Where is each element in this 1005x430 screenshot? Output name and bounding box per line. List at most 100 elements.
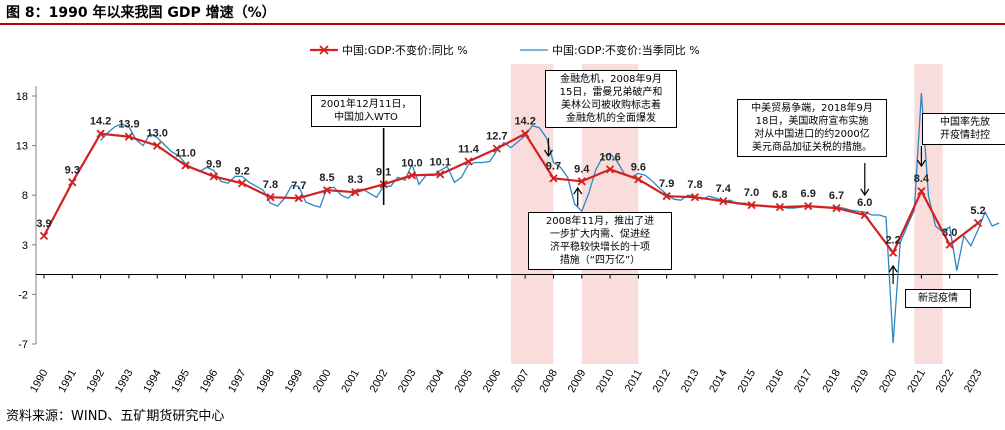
legend: 中国:GDP:不变价:同比 % 中国:GDP:不变价:当季同比 % xyxy=(310,43,700,57)
legend-annual-label: 中国:GDP:不变价:同比 % xyxy=(342,43,468,57)
data-label: 12.7 xyxy=(486,131,507,143)
marker-stroke xyxy=(719,197,728,206)
x-tick-label: 1994 xyxy=(141,368,164,395)
annotation-arrows xyxy=(382,128,926,284)
data-label: 7.8 xyxy=(687,179,702,191)
data-label: 7.4 xyxy=(716,183,732,195)
data-label: 7.9 xyxy=(659,178,674,190)
x-tick-label: 1991 xyxy=(56,368,79,395)
marker-stroke xyxy=(492,144,501,153)
data-label: 8.3 xyxy=(348,174,363,186)
data-label: 2.2 xyxy=(885,235,900,247)
data-label: 11.0 xyxy=(175,147,196,159)
data-label: 6.0 xyxy=(857,197,872,209)
data-label: 7.7 xyxy=(291,180,306,192)
annual-point-marker xyxy=(945,240,954,249)
marker-stroke xyxy=(39,231,49,241)
x-tick-label: 1998 xyxy=(254,368,277,395)
marker-stroke xyxy=(266,193,275,202)
source-note: 资料来源：WIND、五矿期货研究中心 xyxy=(6,409,225,424)
marker-stroke xyxy=(775,202,785,212)
annual-point-marker xyxy=(662,192,671,201)
data-label: 9.7 xyxy=(546,160,561,172)
annual-point-marker xyxy=(124,132,134,141)
data-label: 13.9 xyxy=(118,119,139,131)
marker-stroke xyxy=(917,187,926,196)
marker-stroke xyxy=(605,165,615,174)
data-label: 9.2 xyxy=(234,165,249,177)
marker-stroke xyxy=(209,172,218,181)
annual-point-marker xyxy=(521,129,530,138)
annual-point-marker xyxy=(747,200,756,210)
marker-stroke xyxy=(832,203,841,213)
x-tick-label: 2017 xyxy=(792,368,815,395)
annual-point-marker xyxy=(917,187,926,196)
data-label: 3.0 xyxy=(942,227,957,239)
x-tick-label: 2008 xyxy=(537,368,560,395)
x-tick-label: 2021 xyxy=(905,368,928,395)
x-tick-label: 1992 xyxy=(85,368,108,395)
marker-stroke xyxy=(973,218,983,228)
annual-point-marker xyxy=(860,210,869,220)
data-label: 9.4 xyxy=(574,163,590,175)
data-label: 6.8 xyxy=(772,189,787,201)
x-tick-label: 2016 xyxy=(764,368,787,395)
marker-stroke xyxy=(888,248,898,257)
data-label: 10.0 xyxy=(401,157,422,169)
annual-point-marker xyxy=(294,194,303,203)
series-lines xyxy=(39,92,1000,344)
x-tick-label: 1997 xyxy=(226,368,249,395)
annual-point-marker xyxy=(436,170,445,179)
annotation-box: 中国率先放 开疫情封控 xyxy=(922,113,1005,145)
x-tick-label: 2003 xyxy=(396,368,419,395)
covid-arrow-head xyxy=(888,264,898,273)
annual-point-marker xyxy=(634,175,643,184)
data-label: 9.3 xyxy=(65,164,80,176)
data-label: 6.9 xyxy=(801,188,816,200)
data-label: 5.2 xyxy=(970,205,985,217)
title-rule xyxy=(0,23,1005,25)
data-label: 8.5 xyxy=(319,172,334,184)
annual-point-marker xyxy=(351,188,360,197)
x-tick-label: 2023 xyxy=(962,368,985,395)
x-tick-label: 2019 xyxy=(849,368,872,395)
x-tick-label: 2010 xyxy=(594,368,617,395)
annual-point-marker xyxy=(605,165,615,174)
marker-stroke xyxy=(407,171,417,180)
marker-stroke xyxy=(322,186,332,195)
annual-point-marker xyxy=(775,202,785,212)
marker-stroke xyxy=(549,174,558,183)
y-tick-label: 13 xyxy=(16,141,28,153)
data-label: 13.0 xyxy=(147,128,168,140)
marker-stroke xyxy=(153,141,162,150)
y-tick-label: -7 xyxy=(18,339,28,351)
annual-point-marker xyxy=(322,186,332,195)
x-tick-label: 1995 xyxy=(169,368,192,395)
marker-stroke xyxy=(945,240,954,249)
marker-stroke xyxy=(351,188,360,197)
y-tick-label: -2 xyxy=(18,289,28,301)
annual-point-marker xyxy=(832,203,841,213)
x-tick-label: 2009 xyxy=(566,368,589,395)
data-label: 14.2 xyxy=(514,116,535,128)
crisis-arrow-head xyxy=(543,149,553,158)
y-tick-label: 3 xyxy=(22,240,28,252)
marker-stroke xyxy=(294,194,303,203)
x-tick-label: 2002 xyxy=(368,368,391,395)
data-label: 9.9 xyxy=(206,158,221,170)
x-tick-label: 1990 xyxy=(28,368,51,395)
data-label: 3.9 xyxy=(36,218,51,230)
x-tick-label: 1996 xyxy=(198,368,221,395)
x-tick-label: 2014 xyxy=(707,368,730,395)
x-tick-label: 2005 xyxy=(453,368,476,395)
y-tick-label: 8 xyxy=(22,190,28,202)
annual-point-marker xyxy=(888,248,898,257)
x-tick-label: 2012 xyxy=(651,368,674,395)
annual-point-marker xyxy=(973,218,983,228)
annual-point-marker xyxy=(492,144,501,153)
marker-stroke xyxy=(96,129,105,138)
data-label: 11.4 xyxy=(458,143,480,155)
data-labels: 3.9 9.3 14.2 13.9 13.0 11.0 9.9 9.2 7.8 7.7 8.5 8.3… xyxy=(36,116,985,247)
x-tick-label: 1999 xyxy=(283,368,306,395)
series-quarterly-line xyxy=(100,92,1000,344)
